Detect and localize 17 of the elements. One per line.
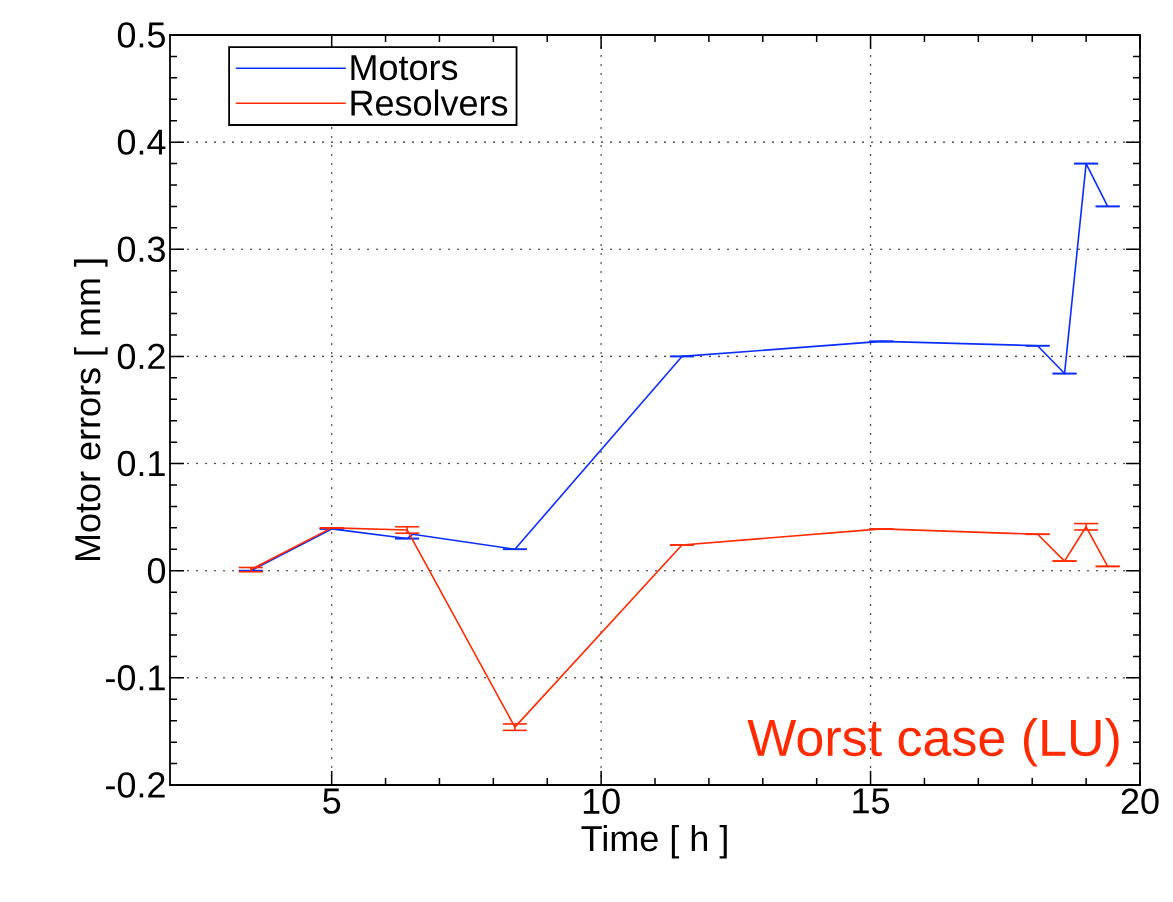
y-tick-label: 0.2	[117, 343, 165, 370]
legend-label: Resolvers	[351, 89, 508, 116]
x-axis-title: Time [ h ]	[581, 824, 727, 859]
y-axis-title: Motor errors [ mm ]	[74, 259, 108, 561]
legend-label: Motors	[351, 55, 458, 81]
y-tick-label: 0.5	[117, 22, 165, 48]
y-tick-label: 0.1	[117, 450, 165, 477]
y-tick-label: 0.3	[117, 236, 165, 263]
y-tick-label: -0.1	[106, 665, 165, 691]
x-tick-label: 15	[853, 788, 890, 814]
x-tick-label: 10	[583, 788, 620, 814]
y-tick-label: 0	[147, 557, 166, 584]
y-tick-label: 0.4	[117, 129, 166, 155]
annotation: Worst case (LU)	[747, 718, 1119, 767]
x-tick-label: 5	[323, 788, 341, 814]
x-tick-label: 20	[1121, 788, 1159, 814]
y-tick-label: -0.2	[106, 772, 165, 798]
